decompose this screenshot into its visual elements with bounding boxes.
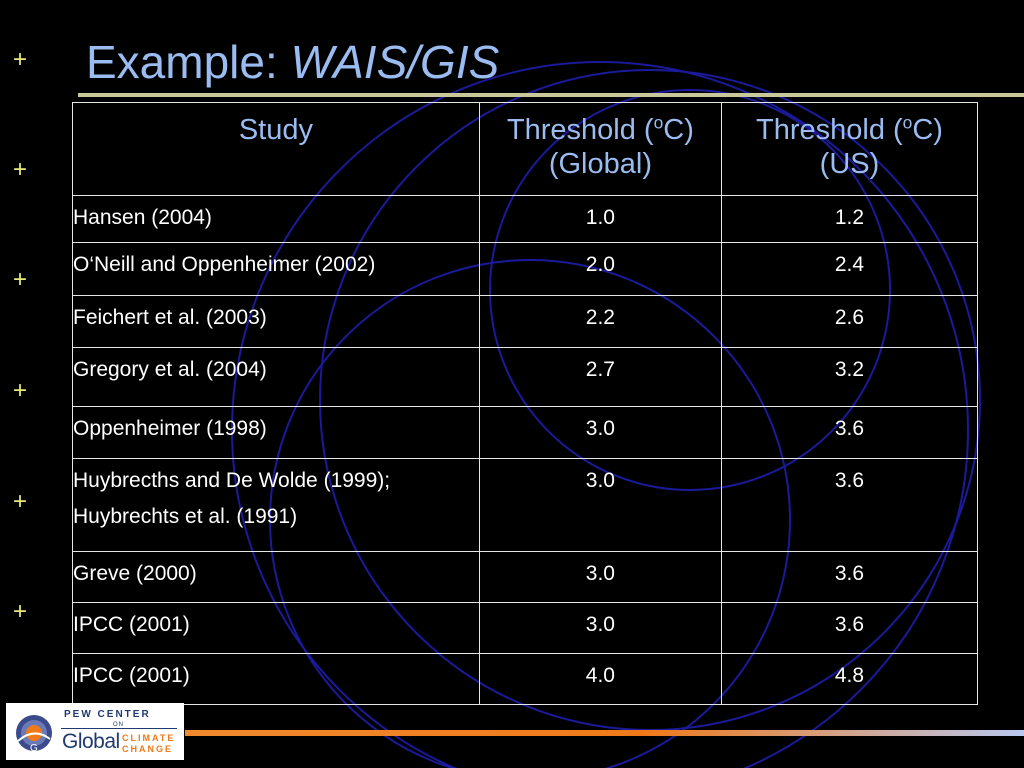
logo-pew-center: PEW CENTER [64,709,151,720]
cell-global: 2.0 [478,242,722,296]
cell-global: 3.0 [478,458,722,552]
cell-study-line2: Huybrechts et al. (1991) [73,505,298,528]
table-row: IPCC (2001) 3.0 3.6 [72,602,979,654]
header-study-label: Study [238,114,313,146]
logo-on: ON [113,722,124,728]
header-us-degree: o [902,112,913,133]
table-row: Feichert et al. (2003) 2.2 2.6 [72,295,979,348]
table-row: IPCC (2001) 4.0 4.8 [72,653,979,705]
header-global-line1-pre: Threshold ( [506,114,654,146]
pew-center-logo: G PEW CENTER ON Global CLIMATE CHANGE [6,703,184,760]
slide-title: Example: WAIS/GIS [86,34,499,90]
slide-title-italic: WAIS/GIS [290,36,500,88]
header-us-line1-pre: Threshold ( [756,114,903,146]
header-global-degree: o [653,112,664,133]
cell-us: 2.6 [720,295,979,348]
cell-us: 3.6 [720,406,979,459]
cell-study: Huybrecths and De Wolde (1999); Huybrech… [72,458,480,552]
cell-us: 3.6 [720,458,979,552]
cell-global: 1.0 [478,195,722,243]
bullet-plus-5: + [12,488,27,515]
header-threshold-global: Threshold (oC) (Global) [478,102,722,196]
table-row: O‘Neill and Oppenheimer (2002) 2.0 2.4 [72,242,979,296]
bullet-plus-6: + [12,598,27,625]
globe-emblem-icon: G [16,715,52,753]
cell-study: O‘Neill and Oppenheimer (2002) [72,242,480,296]
cell-us: 3.6 [720,551,979,603]
cell-us: 1.2 [720,195,979,243]
cell-us: 2.4 [720,242,979,296]
emblem-letter: G [30,743,38,753]
cell-us: 3.6 [720,602,979,654]
cell-global: 3.0 [478,551,722,603]
header-threshold-us: Threshold (oC) (US) [720,102,979,196]
table-row: Gregory et al. (2004) 2.7 3.2 [72,347,979,407]
thresholds-table: Study Threshold (oC) (Global) Threshold … [72,102,979,705]
slide-title-prefix: Example: [86,36,291,88]
logo-climate: CLIMATE [122,733,176,743]
logo-divider [61,728,177,729]
header-global-line1-post: C) [663,114,694,146]
bullet-plus-3: + [12,266,27,293]
title-underline [78,93,1024,97]
cell-global: 3.0 [478,602,722,654]
cell-study: IPCC (2001) [72,653,480,705]
table-row: Oppenheimer (1998) 3.0 3.6 [72,406,979,459]
bullet-plus-1: + [12,46,27,73]
cell-global: 3.0 [478,406,722,459]
cell-study: Gregory et al. (2004) [72,347,480,407]
logo-change: CHANGE [122,744,174,754]
table-row: Greve (2000) 3.0 3.6 [72,551,979,603]
cell-study: IPCC (2001) [72,602,480,654]
header-us-line1-post: C) [912,114,943,146]
cell-us: 3.2 [720,347,979,407]
logo-global: Global [62,730,120,753]
cell-study-line1: Huybrecths and De Wolde (1999); [73,469,391,492]
cell-study: Hansen (2004) [72,195,480,243]
cell-study: Feichert et al. (2003) [72,295,480,348]
footer-accent-bar [185,730,1024,736]
cell-study: Oppenheimer (1998) [72,406,480,459]
cell-study: Greve (2000) [72,551,480,603]
header-us-line2: (US) [819,148,880,180]
cell-global: 2.7 [478,347,722,407]
bullet-plus-2: + [12,156,27,183]
header-global-line2: (Global) [548,148,652,180]
table-header-row: Study Threshold (oC) (Global) Threshold … [72,102,979,196]
table-row: Huybrecths and De Wolde (1999); Huybrech… [72,458,979,552]
header-study: Study [72,102,480,196]
cell-us: 4.8 [720,653,979,705]
cell-global: 4.0 [478,653,722,705]
table-row: Hansen (2004) 1.0 1.2 [72,195,979,243]
bullet-plus-4: + [12,377,27,404]
cell-global: 2.2 [478,295,722,348]
